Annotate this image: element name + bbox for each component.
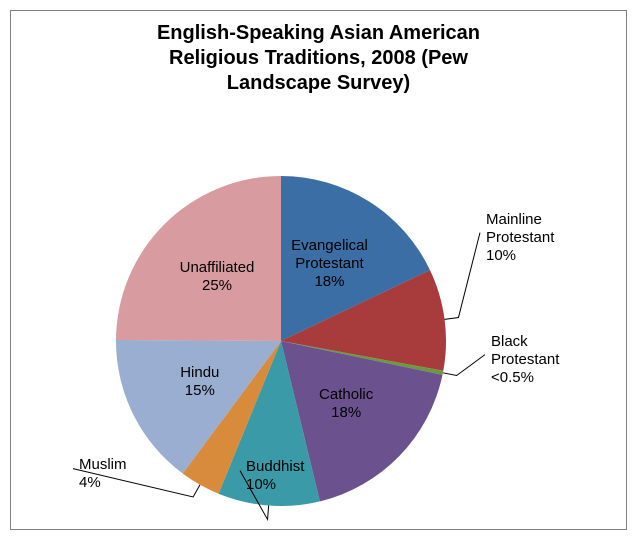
slice-unaffiliated bbox=[116, 176, 281, 341]
leader-line bbox=[445, 233, 480, 320]
chart-frame: English-Speaking Asian American Religiou… bbox=[10, 10, 627, 530]
leader-line bbox=[443, 355, 485, 376]
pie-chart bbox=[11, 11, 626, 529]
leader-line bbox=[73, 469, 200, 497]
